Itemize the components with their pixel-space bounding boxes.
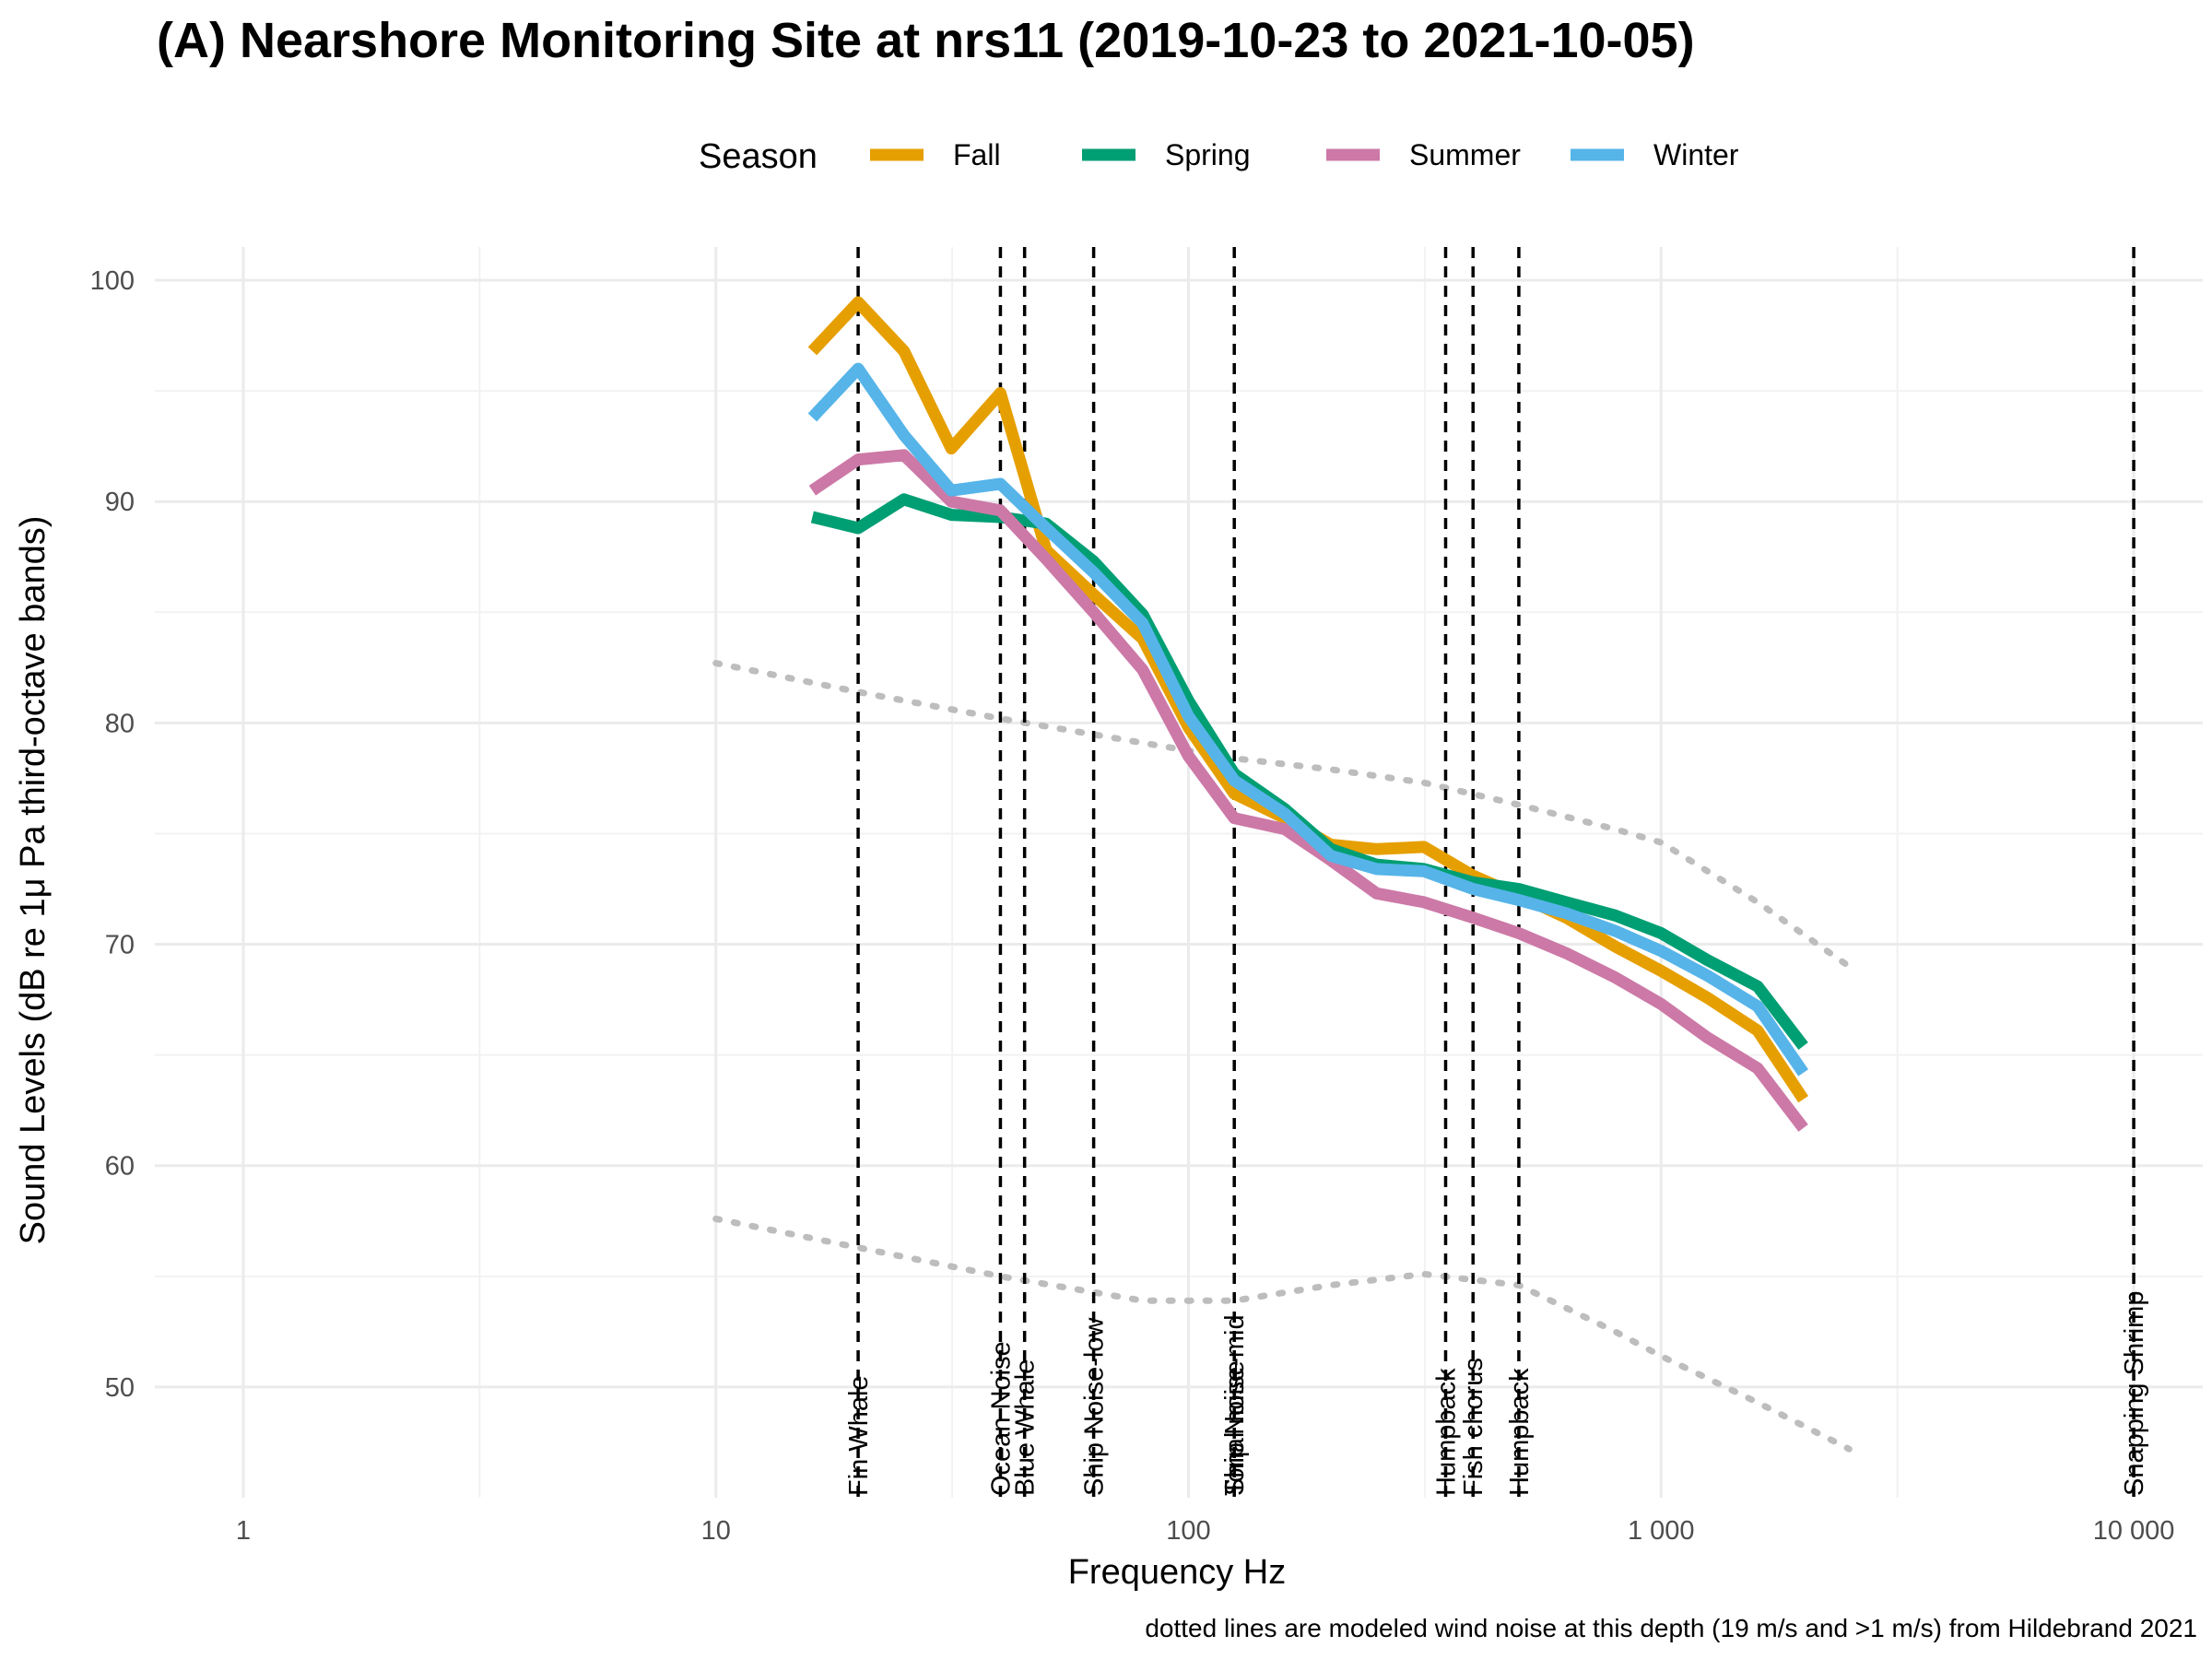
series-line-winter (807, 362, 1808, 1077)
chart-title: (A) Nearshore Monitoring Site at nrs11 (… (157, 13, 1695, 68)
x-axis-title: Frequency Hz (1068, 1553, 1287, 1592)
y-tick-label: 70 (105, 931, 135, 960)
legend: Season Fall Spring Summer Winter (699, 137, 1739, 176)
annotation-label: Ship Noise-mid (1220, 1314, 1250, 1496)
y-axis-title: Sound Levels (dB re 1μ Pa third-octave b… (14, 516, 53, 1245)
y-tick-label: 80 (105, 709, 135, 738)
x-tick-label: 1 (236, 1516, 251, 1546)
legend-label-spring: Spring (1165, 138, 1251, 171)
annotation-label: Blue Whale (1011, 1359, 1041, 1496)
x-tick-label: 100 (1166, 1516, 1210, 1546)
annotation-label: Humpback (1505, 1368, 1535, 1496)
annotation-lines (856, 247, 2136, 1498)
series-lines (807, 296, 1809, 1132)
annotation-label: Ocean Noise (986, 1341, 1016, 1496)
legend-label-fall: Fall (953, 138, 1001, 171)
legend-title: Season (699, 137, 818, 176)
annotation-label: Tonal noise (1220, 1360, 1250, 1496)
x-tick-label: 10 000 (2093, 1516, 2175, 1546)
legend-label-winter: Winter (1653, 138, 1739, 171)
series-line-summer (808, 449, 1808, 1132)
x-tick-label: 10 (701, 1516, 731, 1546)
annotation-label: Humpback (1432, 1368, 1462, 1496)
wind-noise-line (712, 1215, 1853, 1453)
series-line-fall (807, 296, 1809, 1103)
x-tick-label: 1 000 (1628, 1516, 1695, 1546)
legend-label-summer: Summer (1409, 138, 1521, 171)
wind-noise-lines (712, 660, 1853, 1453)
grid (155, 247, 2203, 1498)
caption: dotted lines are modeled wind noise at t… (1145, 1614, 2197, 1642)
y-tick-label: 50 (105, 1373, 135, 1403)
y-tick-label: 90 (105, 488, 135, 517)
y-tick-label: 100 (90, 266, 135, 296)
y-axis-ticks: 50 60 70 80 90 100 (90, 266, 135, 1403)
annotation-label: Ship Noise-low (1080, 1317, 1110, 1496)
y-tick-label: 60 (105, 1152, 135, 1182)
wind-noise-line (712, 660, 1853, 971)
annotation-label: Snapping Shrimp (2120, 1291, 2149, 1496)
x-axis-ticks: 1 10 100 1 000 10 000 (236, 1516, 2175, 1546)
annotation-label: Fin Whale (844, 1375, 874, 1496)
annotation-label: Fish chorus (1459, 1358, 1488, 1496)
